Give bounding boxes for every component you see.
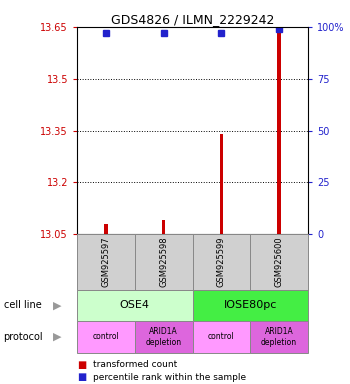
Text: GSM925598: GSM925598 bbox=[159, 237, 168, 287]
Text: ARID1A
depletion: ARID1A depletion bbox=[146, 327, 182, 347]
Bar bbox=[220, 134, 223, 234]
Bar bbox=[135, 234, 192, 290]
Text: ▶: ▶ bbox=[53, 300, 61, 310]
Text: IOSE80pc: IOSE80pc bbox=[224, 300, 277, 310]
Text: ▶: ▶ bbox=[53, 332, 61, 342]
Bar bbox=[104, 224, 107, 234]
Text: GSM925599: GSM925599 bbox=[217, 237, 226, 287]
Bar bbox=[135, 321, 192, 353]
Text: transformed count: transformed count bbox=[93, 360, 177, 369]
Text: ■: ■ bbox=[77, 372, 86, 382]
Bar bbox=[162, 220, 165, 234]
Bar bbox=[250, 321, 308, 353]
Bar bbox=[250, 234, 308, 290]
Text: ARID1A
depletion: ARID1A depletion bbox=[261, 327, 297, 347]
Text: ■: ■ bbox=[77, 360, 86, 370]
Bar bbox=[77, 234, 135, 290]
Bar bbox=[77, 290, 193, 321]
Title: GDS4826 / ILMN_2229242: GDS4826 / ILMN_2229242 bbox=[111, 13, 274, 26]
Text: GSM925597: GSM925597 bbox=[102, 237, 110, 287]
Text: protocol: protocol bbox=[4, 332, 43, 342]
Bar bbox=[278, 27, 281, 234]
Bar bbox=[193, 290, 308, 321]
Text: percentile rank within the sample: percentile rank within the sample bbox=[93, 372, 246, 382]
Bar bbox=[193, 321, 250, 353]
Bar bbox=[77, 321, 135, 353]
Bar bbox=[193, 234, 250, 290]
Text: control: control bbox=[208, 333, 235, 341]
Text: GSM925600: GSM925600 bbox=[275, 237, 284, 287]
Text: cell line: cell line bbox=[4, 300, 41, 310]
Text: OSE4: OSE4 bbox=[120, 300, 150, 310]
Text: control: control bbox=[92, 333, 119, 341]
